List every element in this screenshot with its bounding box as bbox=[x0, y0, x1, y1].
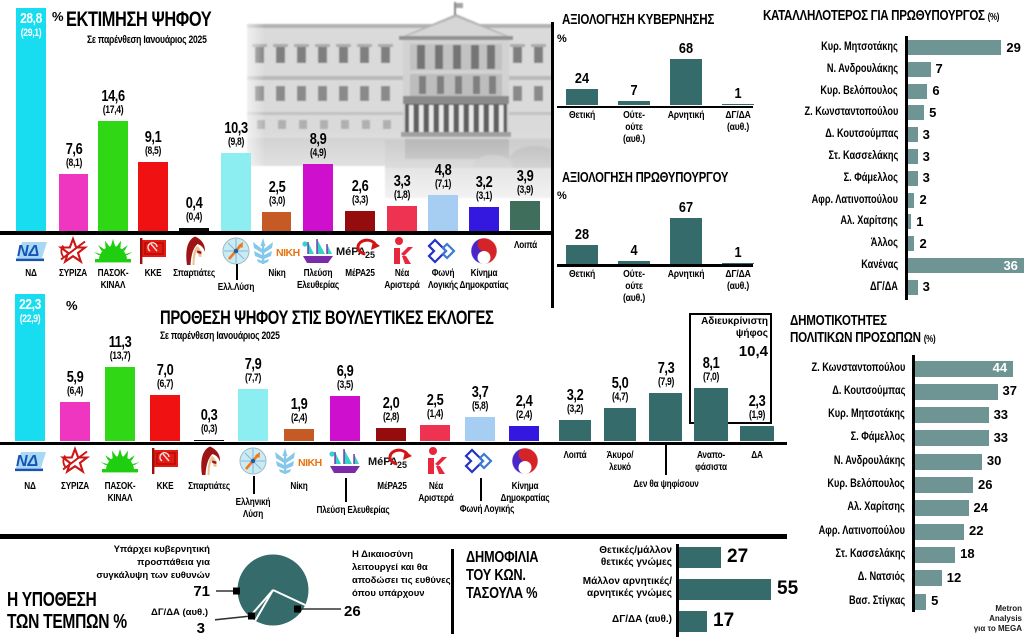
svg-text:NIKH: NIKH bbox=[298, 457, 322, 469]
svg-text:ΝΔ: ΝΔ bbox=[16, 453, 39, 470]
svg-text:ΝΔ: ΝΔ bbox=[17, 243, 40, 260]
svg-text:25: 25 bbox=[397, 460, 407, 470]
svg-text:25: 25 bbox=[365, 250, 375, 260]
svg-text:NIKH: NIKH bbox=[276, 247, 300, 259]
